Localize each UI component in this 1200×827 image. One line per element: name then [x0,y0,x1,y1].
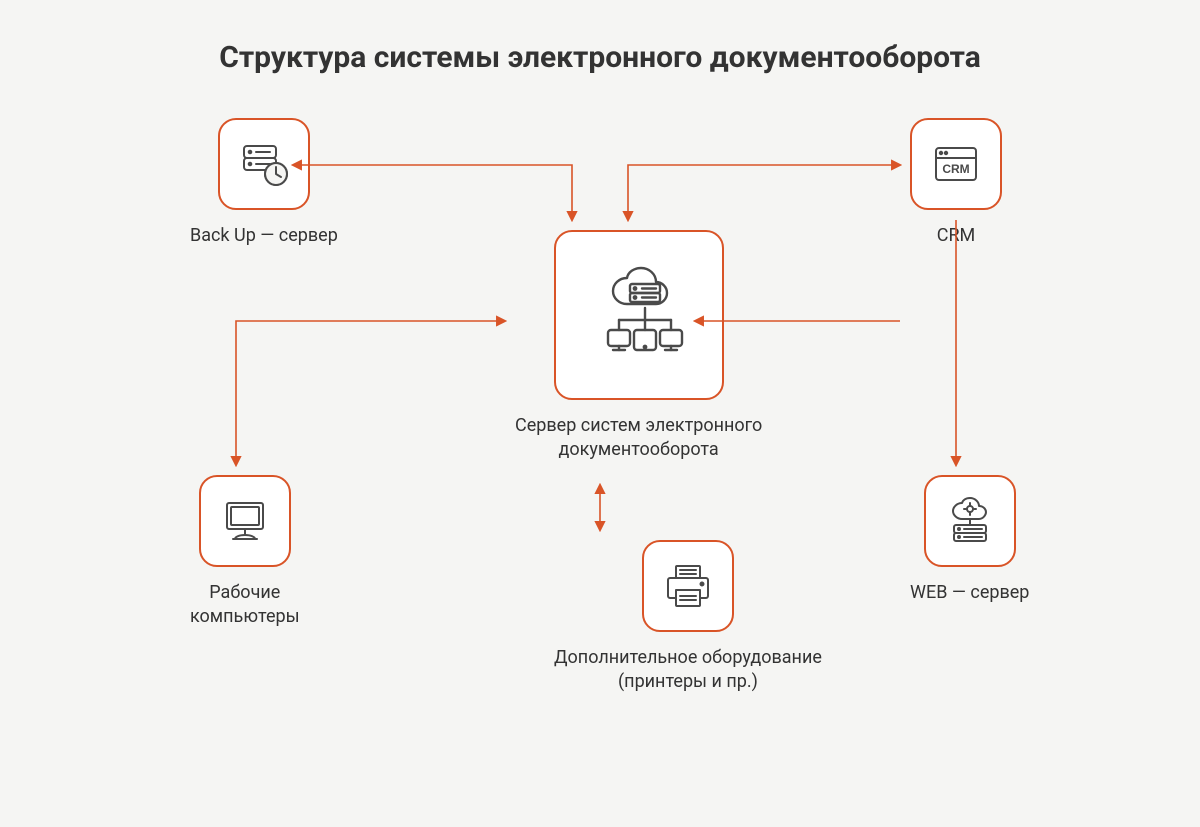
label-peripherals: Дополнительное оборудование (принтеры и … [554,646,822,695]
node-backup: Back Up — сервер [190,118,338,248]
printer-icon [660,558,716,614]
label-web: WEB — сервер [910,581,1029,605]
label-crm: CRM [937,224,976,248]
node-peripherals: Дополнительное оборудование (принтеры и … [554,540,822,695]
edge-workstations-center [236,321,505,465]
label-center: Сервер систем электронного документообор… [515,414,762,463]
node-workstations: Рабочие компьютеры [190,475,300,630]
crm-icon: CRM [928,136,984,192]
monitor-icon [217,493,273,549]
cloud-server-icon [942,493,998,549]
diagram-title: Структура системы электронного документо… [0,40,1200,75]
icon-box-backup [218,118,310,210]
node-crm: CRM CRM [910,118,1002,248]
label-backup: Back Up — сервер [190,224,338,248]
icon-box-web [924,475,1016,567]
icon-box-center [554,230,724,400]
icon-box-peripherals [642,540,734,632]
edge-crm-center [628,165,900,220]
icon-box-workstations [199,475,291,567]
node-center: Сервер систем электронного документообор… [515,230,762,463]
cloud-network-icon [584,260,694,370]
backup-server-icon [236,136,292,192]
svg-text:CRM: CRM [942,162,969,176]
label-workstations: Рабочие компьютеры [190,581,300,630]
icon-box-crm: CRM [910,118,1002,210]
node-web: WEB — сервер [910,475,1029,605]
